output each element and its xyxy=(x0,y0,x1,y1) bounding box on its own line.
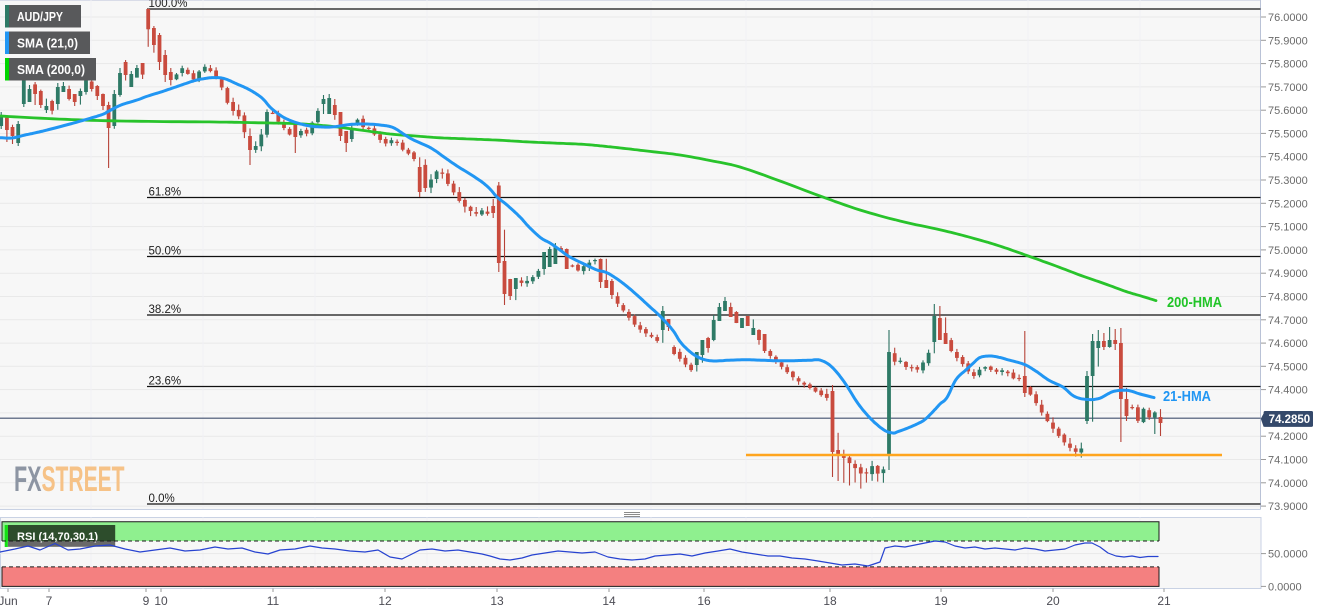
svg-text:75.2000: 75.2000 xyxy=(1268,198,1308,210)
svg-text:75.7000: 75.7000 xyxy=(1268,82,1308,94)
svg-text:23.6%: 23.6% xyxy=(149,376,182,388)
svg-text:61.8%: 61.8% xyxy=(149,187,182,199)
svg-text:75.0000: 75.0000 xyxy=(1268,245,1308,257)
svg-text:SMA (200,0): SMA (200,0) xyxy=(17,63,85,77)
svg-text:74.5000: 74.5000 xyxy=(1268,361,1308,373)
svg-text:74.8000: 74.8000 xyxy=(1268,292,1308,304)
svg-text:11: 11 xyxy=(267,594,280,608)
svg-text:74.4000: 74.4000 xyxy=(1268,385,1308,397)
svg-text:74.9000: 74.9000 xyxy=(1268,268,1308,280)
svg-text:7: 7 xyxy=(46,594,53,608)
svg-text:75.9000: 75.9000 xyxy=(1268,35,1308,47)
svg-text:74.6000: 74.6000 xyxy=(1268,338,1308,350)
svg-text:38.2%: 38.2% xyxy=(149,304,182,316)
svg-text:75.6000: 75.6000 xyxy=(1268,105,1308,117)
svg-text:12: 12 xyxy=(378,594,392,608)
svg-text:21: 21 xyxy=(1157,594,1171,608)
svg-text:0.0%: 0.0% xyxy=(149,493,175,505)
svg-text:74.2850: 74.2850 xyxy=(1269,414,1311,426)
svg-text:STREET: STREET xyxy=(42,459,125,499)
svg-text:19: 19 xyxy=(934,594,948,608)
svg-text:SMA (21,0): SMA (21,0) xyxy=(17,36,78,50)
svg-text:AUD/JPY: AUD/JPY xyxy=(17,10,64,24)
svg-text:14: 14 xyxy=(602,594,616,608)
svg-text:Jun: Jun xyxy=(0,594,18,608)
svg-text:75.4000: 75.4000 xyxy=(1268,152,1308,164)
svg-text:0.0000: 0.0000 xyxy=(1268,581,1302,593)
svg-text:76.0000: 76.0000 xyxy=(1268,12,1308,24)
svg-text:21-HMA: 21-HMA xyxy=(1163,388,1211,405)
svg-text:74.7000: 74.7000 xyxy=(1268,315,1308,327)
svg-text:FX: FX xyxy=(14,459,42,499)
svg-text:13: 13 xyxy=(490,594,504,608)
svg-text:74.0000: 74.0000 xyxy=(1268,478,1308,490)
svg-text:16: 16 xyxy=(697,594,711,608)
svg-text:RSI (14,70,30,1): RSI (14,70,30,1) xyxy=(17,531,98,543)
svg-text:100.0%: 100.0% xyxy=(149,0,188,10)
svg-text:75.1000: 75.1000 xyxy=(1268,222,1308,234)
svg-text:9: 9 xyxy=(143,594,150,608)
svg-text:75.5000: 75.5000 xyxy=(1268,128,1308,140)
svg-text:10: 10 xyxy=(154,594,168,608)
svg-text:50.0000: 50.0000 xyxy=(1268,549,1308,561)
svg-text:18: 18 xyxy=(823,594,837,608)
svg-text:75.3000: 75.3000 xyxy=(1268,175,1308,187)
svg-text:200-HMA: 200-HMA xyxy=(1167,294,1222,311)
svg-text:73.9000: 73.9000 xyxy=(1268,501,1308,513)
svg-text:74.2000: 74.2000 xyxy=(1268,431,1308,443)
svg-text:50.0%: 50.0% xyxy=(149,246,182,258)
svg-text:20: 20 xyxy=(1046,594,1060,608)
svg-text:75.8000: 75.8000 xyxy=(1268,59,1308,71)
svg-text:74.1000: 74.1000 xyxy=(1268,455,1308,467)
